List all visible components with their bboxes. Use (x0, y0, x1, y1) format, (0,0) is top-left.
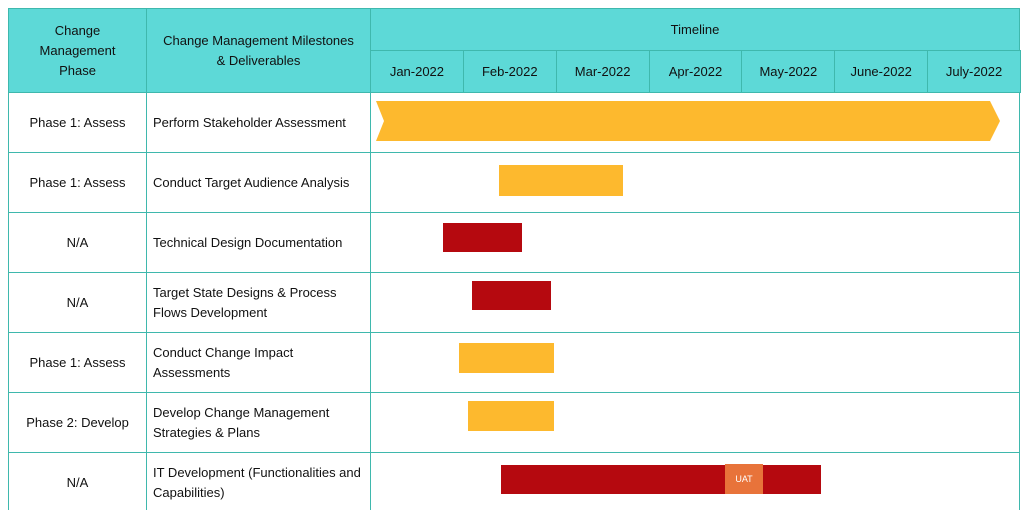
phase-cell: Phase 1: Assess (8, 152, 147, 213)
timeline-cell (370, 152, 1020, 213)
milestone-cell: Conduct Target Audience Analysis (146, 152, 371, 213)
arrow-shape (376, 101, 1000, 141)
task-bar (443, 223, 522, 252)
phase-cell: Phase 1: Assess (8, 92, 147, 153)
task-arrow (376, 101, 1000, 141)
task-bar (472, 281, 551, 310)
milestone-cell: Develop Change Management Strategies & P… (146, 392, 371, 453)
phase-cell: Phase 2: Develop (8, 392, 147, 453)
milestone-header: Change Management Milestones & Deliverab… (146, 8, 371, 93)
month-header: June-2022 (834, 50, 929, 93)
phase-cell: N/A (8, 272, 147, 333)
timeline-header: Timeline (370, 8, 1020, 51)
phase-cell: N/A (8, 452, 147, 510)
milestone-cell: Conduct Change Impact Assessments (146, 332, 371, 393)
month-header: Mar-2022 (555, 50, 650, 93)
month-header: Feb-2022 (462, 50, 557, 93)
phase-cell: Phase 1: Assess (8, 332, 147, 393)
task-bar (468, 401, 554, 431)
month-header: May-2022 (741, 50, 836, 93)
timeline-cell (370, 452, 1020, 510)
milestone-cell: IT Development (Functionalities and Capa… (146, 452, 371, 510)
month-header: Jan-2022 (370, 50, 464, 93)
milestone-cell: Technical Design Documentation (146, 212, 371, 273)
milestone-cell: Target State Designs & Process Flows Dev… (146, 272, 371, 333)
phase-cell: N/A (8, 212, 147, 273)
uat-marker: UAT (725, 464, 763, 494)
month-header: July-2022 (927, 50, 1021, 93)
task-bar (459, 343, 554, 373)
task-bar (499, 165, 623, 196)
phase-header: Change Management Phase (8, 8, 147, 93)
month-header: Apr-2022 (648, 50, 743, 93)
timeline-cell (370, 272, 1020, 333)
milestone-cell: Perform Stakeholder Assessment (146, 92, 371, 153)
task-bar (501, 465, 821, 494)
